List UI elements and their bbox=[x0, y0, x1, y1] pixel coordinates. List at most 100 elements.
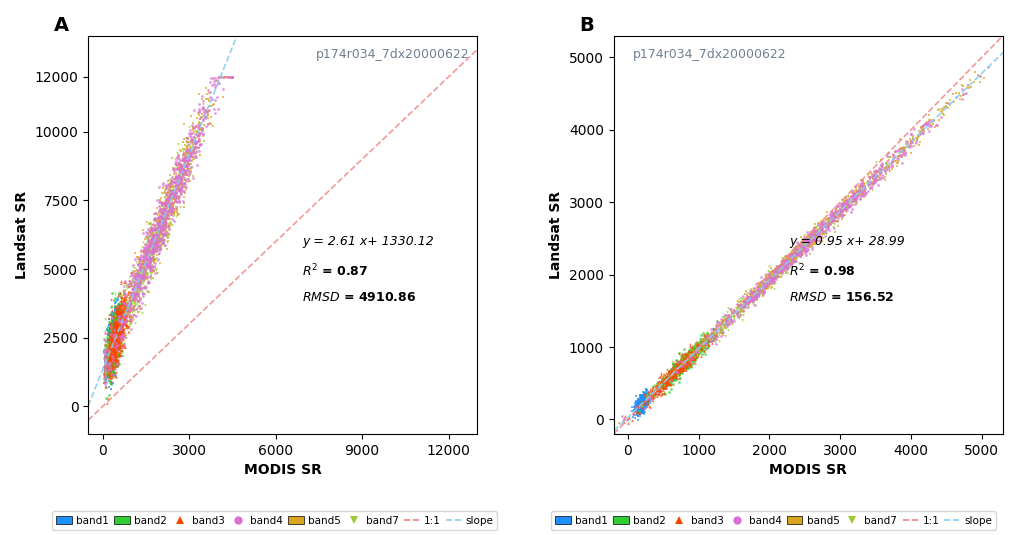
Point bbox=[189, 142, 206, 151]
Point bbox=[108, 326, 124, 335]
Point bbox=[702, 331, 719, 339]
Point bbox=[142, 256, 158, 264]
Point bbox=[659, 369, 675, 377]
Point bbox=[130, 278, 147, 287]
Point bbox=[136, 289, 153, 298]
Point bbox=[201, 85, 217, 94]
Point bbox=[827, 208, 843, 216]
Point bbox=[105, 332, 121, 341]
Point bbox=[685, 347, 701, 356]
Point bbox=[103, 351, 119, 360]
Point bbox=[631, 407, 647, 415]
Point bbox=[635, 396, 652, 404]
Point bbox=[772, 263, 788, 272]
Point bbox=[749, 289, 766, 297]
Point bbox=[800, 238, 816, 247]
Point bbox=[845, 192, 861, 200]
Point bbox=[105, 318, 121, 327]
Point bbox=[156, 219, 172, 228]
Point bbox=[830, 210, 846, 219]
Point bbox=[626, 403, 642, 411]
Point bbox=[626, 406, 642, 414]
Point bbox=[632, 399, 648, 408]
Point bbox=[867, 166, 884, 174]
Point bbox=[158, 206, 174, 215]
Point bbox=[108, 322, 124, 331]
Point bbox=[100, 363, 116, 372]
Point bbox=[108, 325, 124, 333]
Point bbox=[649, 383, 666, 391]
Point bbox=[112, 304, 128, 313]
Point bbox=[110, 328, 126, 337]
Point bbox=[152, 212, 168, 220]
Point bbox=[664, 372, 680, 380]
Point bbox=[120, 280, 136, 289]
Point bbox=[146, 216, 162, 225]
Point bbox=[774, 257, 790, 265]
Point bbox=[711, 337, 727, 345]
Point bbox=[107, 326, 123, 334]
Point bbox=[633, 397, 649, 406]
Point bbox=[127, 285, 144, 294]
Point bbox=[106, 346, 122, 355]
Point bbox=[142, 261, 158, 269]
Point bbox=[789, 243, 805, 251]
Point bbox=[138, 257, 155, 265]
Point bbox=[154, 211, 170, 219]
Point bbox=[632, 404, 648, 412]
Point bbox=[119, 302, 135, 311]
Point bbox=[155, 205, 171, 214]
Point bbox=[104, 316, 120, 325]
Point bbox=[117, 307, 133, 315]
Point bbox=[172, 173, 188, 182]
Point bbox=[132, 278, 149, 287]
Point bbox=[813, 232, 830, 240]
Point bbox=[101, 369, 117, 377]
Point bbox=[658, 374, 674, 383]
Point bbox=[633, 397, 649, 406]
Point bbox=[124, 276, 140, 285]
Point bbox=[119, 310, 135, 318]
Point bbox=[105, 332, 121, 340]
Point bbox=[105, 324, 121, 332]
Point bbox=[103, 358, 119, 366]
Point bbox=[766, 270, 782, 278]
Point bbox=[111, 305, 127, 314]
Point bbox=[827, 213, 843, 221]
Point bbox=[730, 302, 746, 310]
Point bbox=[107, 328, 123, 337]
Point bbox=[109, 330, 125, 339]
Point bbox=[696, 338, 713, 346]
Point bbox=[674, 350, 690, 358]
Point bbox=[153, 225, 169, 234]
Point bbox=[184, 153, 201, 162]
Point bbox=[647, 391, 664, 399]
Point bbox=[680, 358, 696, 367]
Point bbox=[724, 317, 740, 325]
Point bbox=[103, 333, 119, 341]
Point bbox=[110, 316, 126, 325]
Point bbox=[752, 278, 769, 286]
Point bbox=[823, 217, 839, 225]
Point bbox=[107, 346, 123, 355]
Point bbox=[108, 322, 124, 330]
Point bbox=[103, 339, 119, 347]
Point bbox=[830, 213, 846, 221]
Point bbox=[174, 164, 190, 172]
Point bbox=[134, 258, 151, 266]
Point bbox=[830, 208, 846, 217]
Point bbox=[147, 238, 163, 246]
Point bbox=[105, 351, 121, 360]
Point bbox=[666, 368, 682, 377]
Point bbox=[634, 407, 651, 415]
Point bbox=[115, 299, 131, 307]
Point bbox=[837, 204, 853, 213]
Point bbox=[783, 259, 799, 268]
Point bbox=[661, 375, 677, 384]
Point bbox=[813, 233, 830, 241]
Point bbox=[845, 195, 861, 203]
Point bbox=[164, 198, 180, 207]
Point bbox=[113, 319, 129, 328]
Point bbox=[156, 201, 172, 209]
Point bbox=[967, 67, 983, 76]
